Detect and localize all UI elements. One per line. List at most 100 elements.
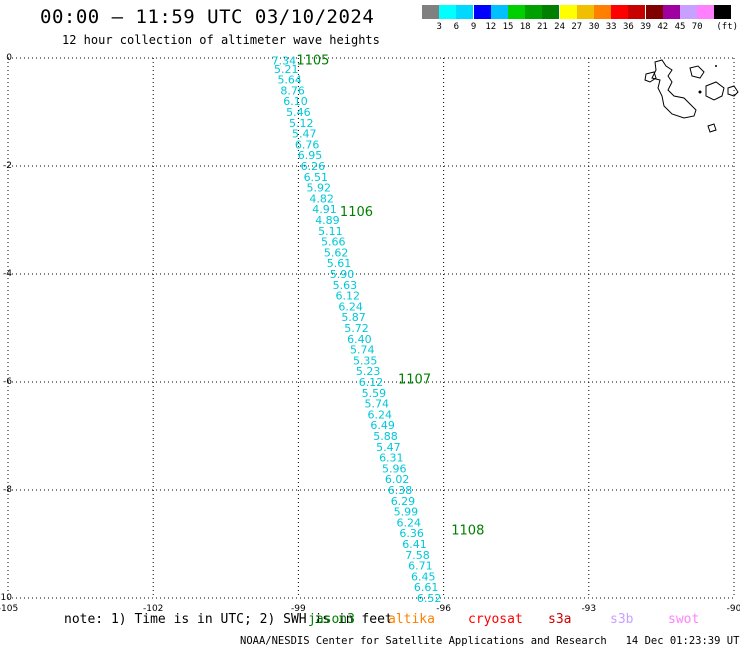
swh-value: 5.96 [382, 462, 407, 475]
swh-value: 6.71 [408, 560, 433, 573]
y-tick-label: -8 [3, 485, 12, 495]
colorbar-swatch [662, 5, 680, 19]
x-tick-label: -99 [291, 604, 306, 614]
swh-value: 6.24 [338, 300, 363, 313]
swh-value: 5.72 [344, 322, 369, 335]
swh-value: 5.47 [292, 128, 317, 141]
colorbar-label: 15 [502, 22, 514, 32]
satellite-altika: altika [388, 612, 435, 627]
colorbar-swatch [473, 5, 491, 19]
satellite-jason3: jason3 [308, 612, 355, 627]
x-tick-label: -93 [581, 604, 596, 614]
swh-value: 6.10 [283, 95, 308, 108]
swh-value: 6.26 [301, 160, 326, 173]
island-small [698, 90, 702, 94]
island-santa-cruz [705, 81, 725, 101]
swh-value: 5.63 [333, 279, 358, 292]
swh-value: 6.45 [411, 570, 436, 583]
grid [7, 57, 735, 599]
swh-value: 5.35 [353, 354, 378, 367]
swh-value: 5.11 [318, 225, 343, 238]
colorbar-label: 27 [571, 22, 583, 32]
colorbar-label: 24 [554, 22, 566, 32]
swh-value: 5.64 [277, 74, 302, 87]
swh-value: 5.66 [321, 236, 346, 249]
colorbar-swatch [422, 5, 439, 19]
y-tick-label: 0 [6, 53, 12, 63]
galapagos-islands [644, 59, 739, 133]
colorbar-swatch [456, 5, 474, 19]
colorbar-label: 45 [674, 22, 686, 32]
time-marker: 1105 [296, 54, 329, 69]
island-fernandina [644, 71, 657, 83]
swh-value: 5.87 [341, 311, 366, 324]
satellite-s3a: s3a [548, 612, 572, 627]
swh-value: 4.82 [309, 192, 334, 205]
swh-value: 6.31 [379, 452, 404, 465]
colorbar-label: 18 [519, 22, 531, 32]
colorbar-label: 21 [536, 22, 548, 32]
swh-value: 7.34 [272, 55, 297, 68]
colorbar-label: 42 [657, 22, 669, 32]
swh-value: 5.62 [324, 246, 349, 259]
colorbar-swatch [559, 5, 577, 19]
swh-value: 4.91 [312, 203, 337, 216]
swh-value: 6.24 [397, 516, 422, 529]
colorbar-label: 6 [453, 22, 460, 32]
swh-value: 5.88 [373, 430, 398, 443]
island-isabela [651, 59, 697, 119]
swh-value: 6.40 [347, 333, 372, 346]
colorbar-swatch [508, 5, 525, 19]
colorbar-label: 12 [485, 22, 497, 32]
swh-value: 6.38 [388, 484, 413, 497]
colorbar-swatch [697, 5, 715, 19]
island-santiago [689, 65, 705, 79]
time-marker: 1107 [398, 372, 431, 387]
colorbar-swatch [714, 5, 732, 19]
swh-value: 6.52 [417, 592, 442, 605]
colorbar-swatch [594, 5, 611, 19]
colorbar-label: 70 [691, 22, 703, 32]
colorbar-label: 36 [622, 22, 634, 32]
colorbar-swatch [542, 5, 560, 19]
swh-value: 5.21 [274, 63, 299, 76]
colorbar-label: 3 [436, 22, 442, 32]
y-tick-label: -2 [3, 161, 12, 171]
y-tick-label: -10 [0, 593, 12, 603]
swh-value: 6.41 [402, 538, 427, 551]
swh-value: 5.61 [327, 257, 352, 270]
swh-value: 5.12 [289, 117, 314, 130]
colorbar-label: 33 [605, 22, 617, 32]
colorbar-label: (ft) [716, 22, 739, 32]
swh-value: 6.24 [367, 408, 392, 421]
island-small [715, 65, 717, 67]
wave-height-points: 7.345.215.648.766.105.465.125.476.766.95… [272, 55, 442, 605]
x-tick-label: -96 [436, 604, 451, 614]
swh-value: 6.12 [359, 376, 384, 389]
island-floreana [707, 123, 717, 133]
y-tick-label: -4 [3, 269, 12, 279]
swh-value: 6.95 [298, 149, 323, 162]
swh-value: 5.99 [394, 506, 419, 519]
swh-value: 5.92 [306, 182, 331, 195]
swh-value: 5.59 [362, 387, 387, 400]
footer-credit: NOAA/NESDIS Center for Satellite Applica… [240, 635, 740, 647]
swh-value: 5.74 [350, 344, 375, 357]
swh-value: 5.46 [286, 106, 311, 119]
colorbar-swatch [576, 5, 594, 19]
time-marker: 1106 [340, 205, 373, 220]
axis-ticks: -105 -102 -99 -96 -93 -90 0 -2 -4 -6 -8 -10 [0, 53, 740, 614]
swh-value: 6.12 [336, 290, 361, 303]
colorbar-label: 39 [640, 22, 652, 32]
swh-value: 5.47 [376, 441, 401, 454]
swh-value: 6.76 [295, 138, 320, 151]
colorbar-swatch [628, 5, 646, 19]
colorbar-swatch [680, 5, 697, 19]
y-tick-label: -6 [3, 377, 12, 387]
swh-value: 6.51 [304, 171, 329, 184]
swh-value: 5.74 [365, 398, 390, 411]
note-text: note: 1) Time is in UTC; 2) SWH is in fe… [64, 612, 393, 627]
swh-value: 4.89 [315, 214, 340, 227]
